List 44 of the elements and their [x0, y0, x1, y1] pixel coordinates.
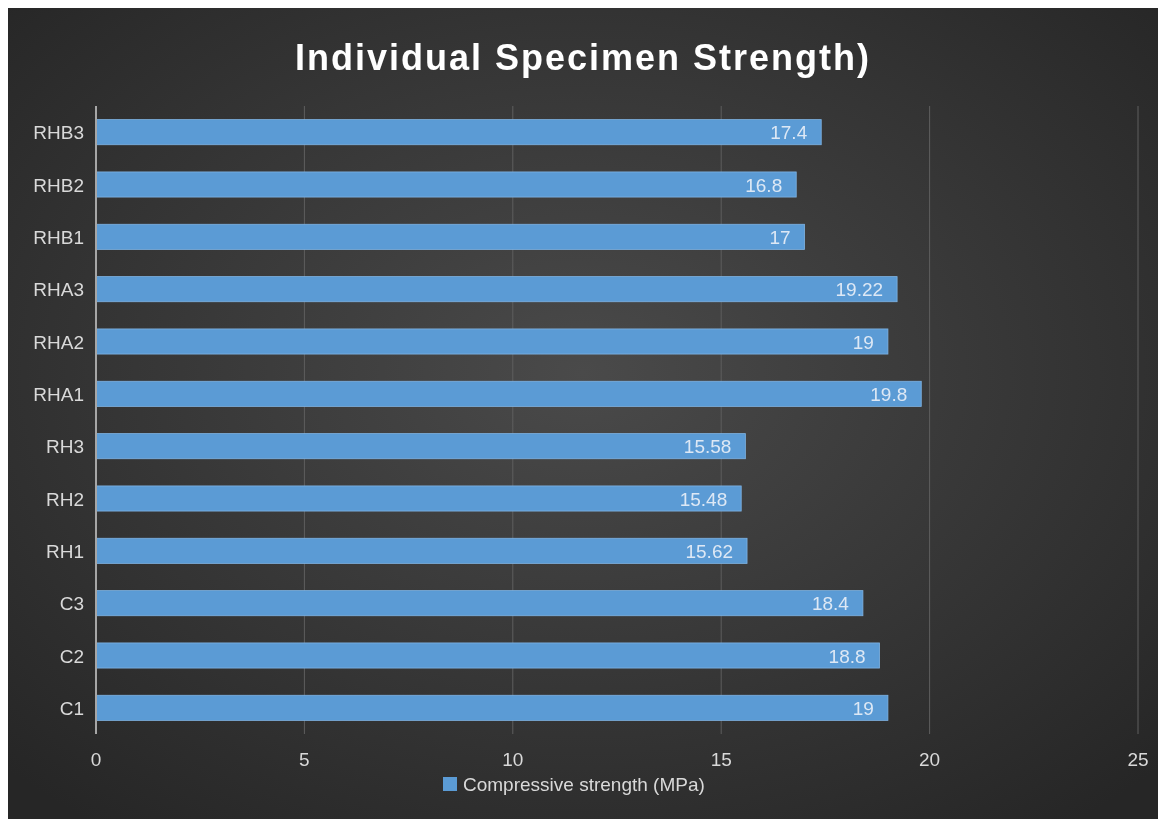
bar	[95, 694, 889, 721]
bar	[95, 328, 889, 355]
bar	[95, 537, 748, 564]
y-tick-label: C1	[59, 697, 84, 719]
data-label: 17.4	[770, 122, 808, 144]
data-label: 18.8	[828, 645, 866, 667]
y-tick-label: RH1	[45, 540, 84, 562]
bar	[95, 276, 898, 303]
x-tick-label: 20	[919, 749, 941, 770]
y-tick-label: RHA3	[33, 279, 84, 301]
data-label: 15.48	[679, 488, 728, 510]
bar	[95, 380, 922, 407]
data-label: 19	[852, 331, 874, 353]
bar	[95, 171, 797, 198]
data-label: 18.4	[811, 593, 850, 615]
x-tick-label: 25	[1127, 749, 1149, 770]
y-tick-label: C3	[59, 593, 84, 615]
x-tick-label: 0	[90, 749, 102, 770]
bar	[95, 119, 822, 146]
data-label: 19.8	[870, 383, 908, 405]
bar	[95, 223, 805, 250]
x-tick-label: 10	[502, 749, 524, 770]
y-tick-label: RHB2	[33, 174, 84, 196]
data-label: 15.62	[685, 540, 734, 562]
text: Compressive strength (MPa)	[463, 774, 705, 795]
y-tick-label: RH3	[45, 436, 84, 458]
bar	[95, 433, 746, 460]
data-label: 17	[769, 226, 791, 248]
x-tick-label: 15	[710, 749, 732, 770]
bar	[95, 590, 864, 617]
y-tick-label: RHB1	[33, 226, 84, 248]
chart-title: Individual Specimen Strength)	[294, 37, 872, 78]
y-tick-label: C2	[59, 645, 84, 667]
data-label: 19	[852, 697, 874, 719]
bar	[95, 642, 880, 669]
x-tick-label: 5	[299, 749, 310, 770]
data-label: 19.22	[835, 279, 884, 301]
y-tick-label: RHA1	[33, 383, 84, 405]
bar	[95, 485, 742, 512]
y-tick-label: RH2	[45, 488, 84, 510]
y-tick-label: RHB3	[33, 122, 84, 144]
data-label: 15.58	[683, 436, 732, 458]
data-label: 16.8	[745, 174, 783, 196]
y-tick-label: RHA2	[33, 331, 84, 353]
